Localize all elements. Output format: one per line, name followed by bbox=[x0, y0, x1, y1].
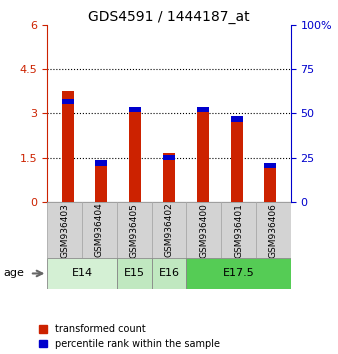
Text: age: age bbox=[3, 268, 24, 279]
Text: GSM936404: GSM936404 bbox=[95, 203, 104, 257]
Text: GSM936402: GSM936402 bbox=[165, 203, 173, 257]
Text: E15: E15 bbox=[124, 268, 145, 279]
Title: GDS4591 / 1444187_at: GDS4591 / 1444187_at bbox=[88, 10, 250, 24]
Bar bbox=[129, 107, 141, 202]
Bar bbox=[197, 109, 209, 202]
Bar bbox=[152, 202, 186, 258]
Bar bbox=[117, 258, 152, 289]
Text: GSM936401: GSM936401 bbox=[234, 202, 243, 258]
Bar bbox=[62, 91, 74, 202]
Text: GSM936403: GSM936403 bbox=[60, 202, 69, 258]
Text: GSM936406: GSM936406 bbox=[269, 202, 278, 258]
Bar bbox=[129, 107, 141, 113]
Text: E14: E14 bbox=[72, 268, 93, 279]
Bar bbox=[117, 202, 152, 258]
Bar bbox=[96, 164, 107, 202]
Legend: transformed count, percentile rank within the sample: transformed count, percentile rank withi… bbox=[39, 324, 220, 349]
Bar bbox=[231, 118, 243, 202]
Bar bbox=[47, 202, 82, 258]
Bar bbox=[82, 202, 117, 258]
Bar bbox=[186, 258, 291, 289]
Bar bbox=[264, 166, 276, 202]
Bar bbox=[62, 99, 74, 104]
Bar bbox=[197, 107, 209, 113]
Text: GSM936405: GSM936405 bbox=[130, 202, 139, 258]
Bar bbox=[96, 160, 107, 166]
Bar bbox=[152, 258, 186, 289]
Bar bbox=[264, 162, 276, 168]
Bar bbox=[47, 258, 117, 289]
Bar bbox=[256, 202, 291, 258]
Bar bbox=[231, 116, 243, 121]
Bar bbox=[163, 155, 175, 160]
Bar bbox=[186, 202, 221, 258]
Bar bbox=[221, 202, 256, 258]
Text: E16: E16 bbox=[159, 268, 179, 279]
Text: GSM936400: GSM936400 bbox=[199, 202, 208, 258]
Text: E17.5: E17.5 bbox=[223, 268, 255, 279]
Bar bbox=[163, 153, 175, 202]
